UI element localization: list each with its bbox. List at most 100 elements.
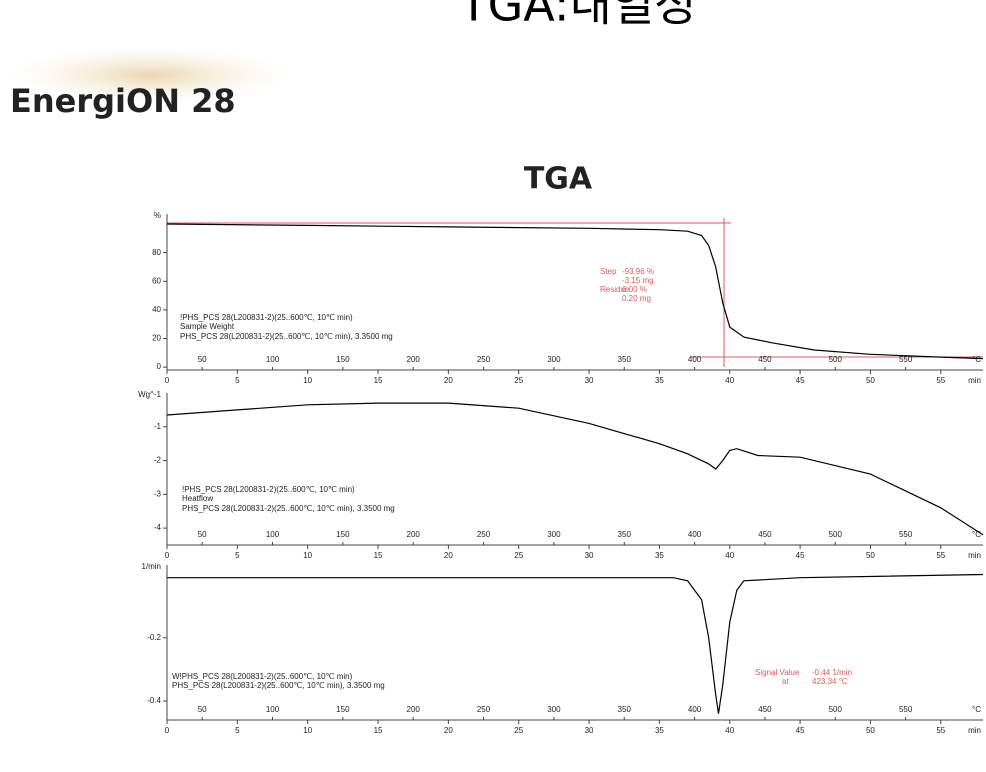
x-tick-label: 50	[866, 376, 875, 385]
x-tick-label: 5	[235, 551, 240, 560]
x-tick-label: 10	[303, 376, 312, 385]
x2-tick-label: 350	[618, 355, 632, 364]
x-tick-label: 45	[796, 376, 805, 385]
y-tick-label: -1	[154, 422, 162, 431]
x2-tick-label: 100	[266, 530, 280, 539]
x2-axis-label: °C	[972, 530, 981, 539]
annotation: 423.34 °C	[812, 677, 848, 686]
x2-tick-label: 450	[758, 705, 772, 714]
x2-tick-label: 500	[829, 355, 843, 364]
x2-tick-label: 50	[198, 355, 207, 364]
x-tick-label: 45	[796, 726, 805, 735]
legend-text: Sample Weight	[180, 322, 235, 331]
data-line	[167, 573, 984, 714]
x-tick-label: 45	[796, 551, 805, 560]
x-tick-label: 15	[374, 376, 383, 385]
x2-tick-label: 500	[829, 705, 843, 714]
data-line	[166, 223, 984, 360]
x-tick-label: 15	[374, 726, 383, 735]
x2-tick-label: 200	[407, 705, 421, 714]
legend-text: Heatflow	[182, 494, 213, 503]
slide-title: TGA:내열성	[459, 0, 697, 32]
y-tick-label: -3	[154, 489, 162, 498]
x-tick-label: 55	[936, 551, 945, 560]
x-tick-label: 55	[936, 726, 945, 735]
y-axis-label: 1/min	[141, 562, 161, 571]
x2-tick-label: 200	[407, 355, 421, 364]
x-tick-label: 0	[165, 551, 170, 560]
x-tick-label: 30	[585, 726, 594, 735]
brush-stroke	[10, 47, 290, 103]
x-tick-label: 10	[303, 551, 312, 560]
x-tick-label: 20	[444, 726, 453, 735]
legend-text: !PHS_PCS 28(L200831-2)(25..600℃, 10℃ min…	[180, 313, 353, 322]
x-tick-label: 35	[655, 551, 664, 560]
x-tick-label: 40	[725, 726, 734, 735]
annotation: 0.20 mg	[622, 294, 651, 303]
x-tick-label: 5	[235, 376, 240, 385]
annotation: Step	[600, 267, 617, 276]
x2-axis-label: °C	[972, 355, 981, 364]
x2-tick-label: 550	[899, 530, 913, 539]
x-axis-label: min	[968, 726, 981, 735]
annotation: 6.00 %	[622, 285, 647, 294]
x2-tick-label: 250	[477, 530, 491, 539]
y-tick-label: -0.4	[147, 696, 161, 705]
annotation: -3.15 mg	[622, 276, 654, 285]
x-tick-label: 35	[655, 376, 664, 385]
x-axis-label: min	[968, 551, 981, 560]
x2-tick-label: 300	[547, 705, 561, 714]
x2-tick-label: 500	[829, 530, 843, 539]
x2-tick-label: 350	[618, 530, 632, 539]
x2-tick-label: 300	[547, 355, 561, 364]
x2-tick-label: 150	[336, 705, 350, 714]
brand: EnergiON 28	[10, 82, 236, 120]
x-tick-label: 40	[725, 551, 734, 560]
x-tick-label: 50	[866, 551, 875, 560]
y-tick-label: 40	[152, 305, 161, 314]
y-tick-label: 0	[157, 362, 162, 371]
y-tick-label: 80	[152, 248, 161, 257]
x2-tick-label: 250	[477, 355, 491, 364]
y-tick-label: -0.2	[147, 633, 161, 642]
x-tick-label: 25	[514, 551, 523, 560]
x2-tick-label: 300	[547, 530, 561, 539]
legend-text: !PHS_PCS 28(L200831-2)(25..600℃, 10℃ min…	[182, 485, 355, 494]
x2-tick-label: 150	[336, 355, 350, 364]
x-tick-label: 25	[514, 726, 523, 735]
x2-tick-label: 400	[688, 530, 702, 539]
x-tick-label: 40	[725, 376, 734, 385]
annotation: Residue	[600, 285, 630, 294]
y-axis-label: %	[154, 211, 161, 220]
annotation: -0.44 1/min	[812, 668, 852, 677]
data-line	[166, 402, 984, 536]
annotation: -93.96 %	[622, 267, 654, 276]
x2-tick-label: 150	[336, 530, 350, 539]
x2-tick-label: 550	[899, 705, 913, 714]
x2-tick-label: 450	[758, 530, 772, 539]
y-tick-label: 60	[152, 276, 161, 285]
x-tick-label: 10	[303, 726, 312, 735]
x-tick-label: 20	[444, 551, 453, 560]
y-tick-label: -2	[154, 456, 162, 465]
x2-tick-label: 550	[899, 355, 913, 364]
y-tick-label: 20	[152, 334, 161, 343]
x2-tick-label: 400	[688, 355, 702, 364]
legend-text: PHS_PCS 28(L200831-2)(25..600℃, 10℃ min)…	[172, 681, 385, 690]
x2-tick-label: 450	[758, 355, 772, 364]
annotation: Signal Value	[755, 668, 800, 677]
x2-tick-label: 100	[266, 705, 280, 714]
x2-tick-label: 100	[266, 355, 280, 364]
x-tick-label: 15	[374, 551, 383, 560]
x-tick-label: 30	[585, 376, 594, 385]
x-tick-label: 35	[655, 726, 664, 735]
x2-tick-label: 400	[688, 705, 702, 714]
step-lines	[167, 218, 983, 367]
chart-heading: TGA	[524, 162, 593, 197]
legend-text: PHS_PCS 28(L200831-2)(25..600℃, 10℃ min)…	[180, 332, 393, 341]
x-tick-label: 55	[936, 376, 945, 385]
x-tick-label: 25	[514, 376, 523, 385]
x-tick-label: 50	[866, 726, 875, 735]
x-tick-label: 30	[585, 551, 594, 560]
